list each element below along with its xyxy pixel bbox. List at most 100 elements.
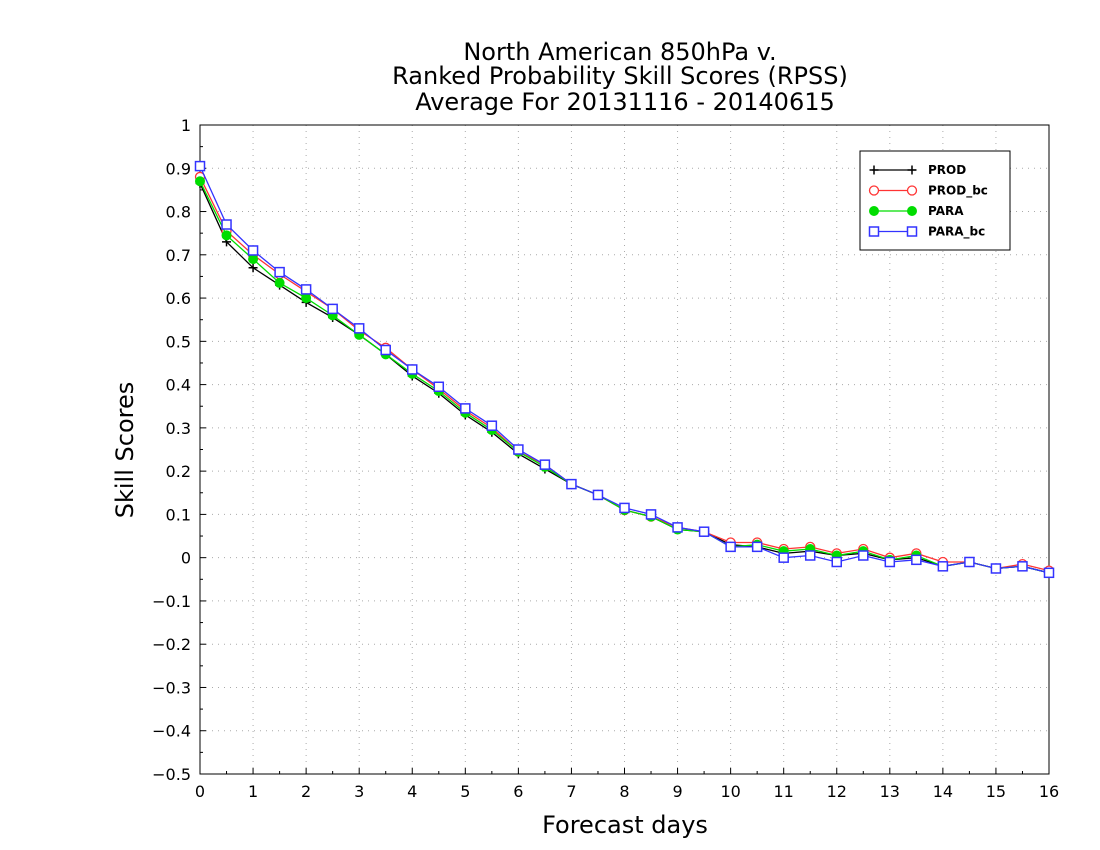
x-tick-label: 2 [301,782,311,801]
title-line-2: Ranked Probability Skill Scores (RPSS) [392,62,848,90]
point-marker [645,509,657,520]
y-tick-label: −0.3 [152,678,191,697]
point-marker [380,344,391,356]
x-tick-label: 5 [460,782,470,801]
point-marker [248,254,259,265]
legend: PROD PROD_bc PARA PARA_bc [859,150,1011,251]
y-tick-label: 0.5 [166,332,191,351]
y-tick-label: −0.2 [152,635,191,654]
y-tick-label: 1 [181,116,191,135]
x-tick-label: 15 [986,782,1006,801]
series-para-bc [194,160,1055,579]
x-tick-label: 8 [619,782,629,801]
y-tick-label: 0.4 [166,376,191,395]
y-tick-labels: −0.5 −0.4 −0.3 −0.2 −0.1 0 0.1 0.2 0.3 0.4 0.5 0.6 0… [152,116,191,784]
x-axis-label: Forecast days [542,811,708,839]
point-marker [433,381,445,393]
point-marker [592,489,604,501]
point-marker [539,459,551,470]
legend-entry-para-bc: PARA_bc [868,225,985,240]
point-marker [868,226,880,237]
x-tick-label: 11 [774,782,794,801]
point-marker [937,561,949,572]
y-tick-label: 0.2 [166,462,191,481]
point-marker [221,219,232,230]
y-tick-label: −0.4 [152,722,191,741]
point-marker [868,185,880,196]
y-tick-label: −0.5 [152,765,191,784]
chart-title: North American 850hPa v. Ranked Probabil… [392,38,848,116]
point-marker [869,206,879,216]
point-marker [221,230,232,241]
x-tick-label: 9 [672,782,682,801]
point-marker [725,541,736,553]
point-marker [274,277,285,288]
y-tick-label: 0.1 [166,505,191,524]
point-marker [619,502,630,514]
point-marker [751,541,763,553]
point-marker [672,522,683,533]
point-marker [858,550,869,561]
point-marker [1017,561,1028,572]
y-tick-label: 0.8 [166,203,191,222]
x-tick-label: 0 [195,782,205,801]
point-marker [247,245,259,256]
point-marker [1043,567,1055,579]
point-marker [300,284,312,295]
point-marker [964,556,975,568]
x-tick-label: 4 [407,782,417,801]
point-marker [907,206,917,216]
legend-box [859,150,1011,251]
point-marker [566,478,577,490]
y-tick-label: 0.7 [166,246,191,265]
point-marker [907,165,917,175]
y-axis-label: Skill Scores [111,382,139,519]
grid [200,125,1049,774]
x-tick-label: 6 [513,782,523,801]
point-marker [778,552,789,563]
y-tick-label: 0.9 [166,159,191,178]
y-tick-label: 0.6 [166,289,191,308]
point-marker [195,176,205,187]
legend-label: PARA [928,204,964,218]
point-marker [407,364,418,375]
legend-entry-prod: PROD [869,163,966,177]
point-marker [301,293,312,304]
point-marker [884,556,896,568]
y-tick-label: 0.3 [166,419,191,438]
point-marker [194,160,206,172]
title-line-1: North American 850hPa v. [463,38,776,66]
axes [199,124,1050,775]
x-tick-label: 1 [248,782,258,801]
point-marker [906,226,918,237]
x-tick-label: 7 [566,782,576,801]
point-marker [911,554,922,566]
series-group [194,160,1055,579]
legend-label: PROD [928,163,966,177]
point-marker [513,444,524,455]
point-marker [804,550,816,561]
point-marker [327,303,338,315]
x-tick-label: 16 [1039,782,1059,801]
point-marker [698,526,710,537]
point-marker [274,266,285,278]
point-marker [869,165,879,175]
legend-label: PARA_bc [928,225,985,240]
point-marker [906,185,918,196]
x-tick-label: 13 [880,782,900,801]
x-tick-label: 10 [720,782,740,801]
x-tick-labels: 0 1 2 3 4 5 6 7 8 9 10 11 12 13 14 15 16 [195,782,1059,801]
legend-entry-para: PARA [869,204,964,218]
point-marker [460,403,471,414]
title-line-3: Average For 20131116 - 20140615 [415,88,835,116]
point-marker [831,556,842,568]
x-tick-label: 12 [827,782,847,801]
x-tick-label: 14 [933,782,953,801]
x-tick-label: 3 [354,782,364,801]
y-tick-label: −0.1 [152,592,191,611]
point-marker [353,323,365,334]
point-marker [990,563,1002,574]
legend-label: PROD_bc [928,184,988,199]
legend-entry-prod-bc: PROD_bc [868,184,988,199]
